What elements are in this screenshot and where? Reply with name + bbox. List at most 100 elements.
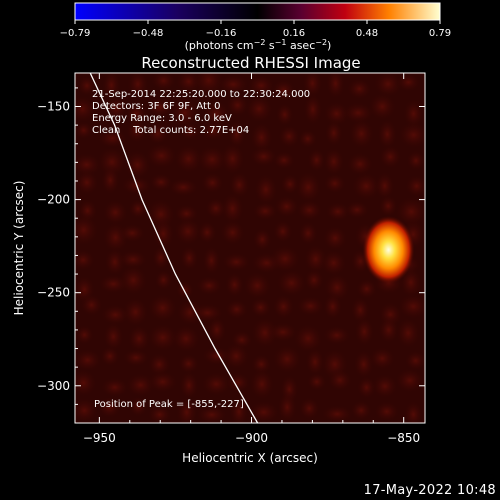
heatmap-blob bbox=[394, 315, 422, 351]
y-axis-label: Heliocentric Y (arcsec) bbox=[12, 181, 26, 316]
heatmap-blob bbox=[323, 118, 345, 148]
heatmap-blob bbox=[75, 248, 97, 272]
y-axis-ticks: −150 −200 −250 −300 bbox=[37, 87, 425, 424]
colorbar-tick-label: 0.79 bbox=[429, 28, 451, 39]
heatmap-blob bbox=[224, 92, 251, 119]
x-tick-label: −950 bbox=[83, 431, 116, 445]
heatmap-blob bbox=[196, 219, 219, 246]
heatmap-blob bbox=[248, 366, 276, 402]
heatmap-blob bbox=[120, 295, 150, 329]
heatmap-blob bbox=[276, 390, 299, 423]
y-tick-label: −200 bbox=[37, 193, 70, 207]
heatmap-blob bbox=[116, 249, 150, 271]
heatmap-blob bbox=[218, 140, 247, 177]
heatmap-cells bbox=[75, 73, 425, 423]
heatmap-blob bbox=[266, 321, 300, 344]
heatmap-blob bbox=[271, 150, 297, 171]
heatmap-blob bbox=[403, 173, 425, 199]
heatmap-blob bbox=[353, 315, 376, 349]
heatmap-blob bbox=[321, 145, 346, 178]
heatmap-blob bbox=[178, 369, 200, 402]
colorbar-ticks: −0.79 −0.48 −0.16 0.16 0.48 0.79 bbox=[60, 20, 451, 39]
colorbar-tick-label: 0.16 bbox=[283, 28, 305, 39]
heatmap-blob bbox=[121, 347, 151, 368]
heatmap-blob bbox=[176, 352, 201, 375]
heatmap-blob bbox=[366, 90, 398, 123]
heatmap-blob bbox=[274, 101, 295, 128]
heatmap-blob bbox=[294, 294, 326, 318]
solar-limb-curve bbox=[89, 73, 259, 423]
heatmap-blob bbox=[248, 296, 273, 319]
heatmap-blob bbox=[172, 215, 204, 248]
heatmap-blob bbox=[99, 164, 121, 197]
heatmap-blob bbox=[321, 291, 344, 322]
heatmap-blob bbox=[223, 270, 246, 299]
heatmap-blob bbox=[345, 76, 374, 101]
colorbar-tick-label: −0.16 bbox=[206, 28, 237, 39]
heatmap-blob bbox=[326, 367, 354, 393]
heatmap-blob bbox=[294, 198, 324, 222]
heatmap-blob bbox=[145, 121, 170, 146]
heatmap-blob bbox=[370, 372, 400, 401]
heatmap-blob bbox=[101, 198, 130, 227]
heatmap-blob bbox=[376, 117, 399, 152]
heatmap-blob bbox=[373, 170, 396, 202]
heatmap-blob bbox=[403, 349, 425, 372]
heatmap-blob bbox=[297, 395, 321, 422]
heatmap-blob bbox=[170, 323, 202, 355]
chart-title: Reconstructed RHESSI Image bbox=[141, 54, 360, 72]
heatmap-blob bbox=[243, 93, 275, 125]
heatmap-blob bbox=[324, 73, 347, 101]
heatmap-blob bbox=[174, 394, 199, 423]
heatmap-blob bbox=[78, 292, 105, 318]
heatmap-blob bbox=[95, 127, 130, 150]
heatmap-blob bbox=[75, 396, 100, 423]
heatmap-blob bbox=[167, 94, 202, 131]
y-tick-label: −250 bbox=[37, 286, 70, 300]
heatmap-blob bbox=[117, 263, 150, 298]
heatmap-blob bbox=[178, 121, 202, 142]
colorbar-units: (photons cm−2 s−1 asec−2) bbox=[185, 38, 332, 52]
heatmap-blob bbox=[270, 343, 304, 376]
heatmap-blob bbox=[396, 292, 425, 321]
heatmap-blob bbox=[319, 403, 355, 423]
heatmap-blob bbox=[194, 274, 225, 297]
heatmap-blob bbox=[228, 394, 250, 423]
y-tick-label: −300 bbox=[37, 379, 70, 393]
heatmap-blob bbox=[272, 194, 301, 220]
heatmap-blob bbox=[372, 400, 401, 423]
colorbar bbox=[74, 2, 441, 21]
heatmap-blob bbox=[179, 244, 200, 273]
heatmap-blob bbox=[125, 73, 151, 101]
heatmap-blob bbox=[218, 218, 247, 247]
heatmap-blob bbox=[174, 279, 196, 301]
heatmap-blob bbox=[75, 367, 99, 399]
heatmap-blob bbox=[99, 376, 131, 399]
heatmap-blob bbox=[166, 177, 201, 198]
heatmap-blob bbox=[394, 73, 422, 93]
heatmap-blob bbox=[221, 341, 251, 372]
heatmap-blob bbox=[396, 119, 425, 151]
heatmap-blob bbox=[293, 169, 324, 205]
heatmap-blob bbox=[200, 119, 227, 142]
heatmap-blob bbox=[321, 324, 353, 347]
heatmap-blob bbox=[377, 193, 399, 219]
heatmap-blob bbox=[75, 323, 96, 346]
heatmap-blob bbox=[101, 320, 125, 353]
heatmap-blob bbox=[246, 399, 282, 423]
heatmap-blob bbox=[303, 267, 326, 293]
heatmap-blob bbox=[75, 212, 101, 248]
heatmap-blob bbox=[199, 370, 233, 398]
heatmap-blob bbox=[319, 248, 349, 278]
heatmap-blob bbox=[75, 347, 104, 373]
heatmap-blob bbox=[302, 91, 324, 128]
peak-source bbox=[362, 215, 415, 284]
heatmap-blob bbox=[126, 323, 152, 354]
heatmap-blob bbox=[146, 403, 174, 423]
heatmap-blob bbox=[224, 371, 252, 394]
heatmap-blob bbox=[297, 219, 319, 247]
x-axis-label: Heliocentric X (arcsec) bbox=[182, 451, 318, 465]
heatmap-blob bbox=[146, 291, 180, 324]
heatmap-blob bbox=[75, 168, 101, 197]
